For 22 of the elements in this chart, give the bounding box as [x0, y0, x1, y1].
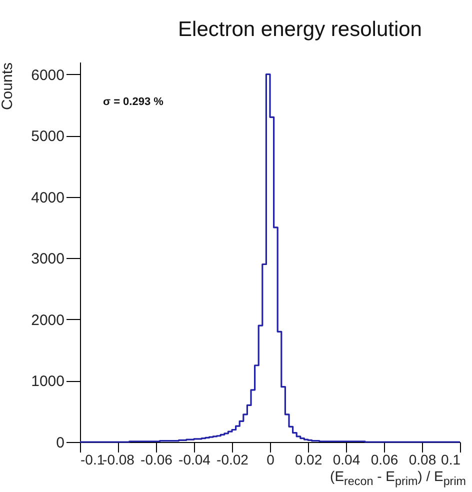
x-axis-title: (E$_{recon}$ - E$_{prim}$) / E$_{prim}$ — [330, 468, 466, 488]
x-tick-label: -0.1 — [80, 452, 105, 468]
x-tick-label: -0.04 — [178, 452, 211, 468]
y-tick-label: 5000 — [31, 128, 64, 146]
y-tick-label: 2000 — [31, 312, 64, 329]
x-tick-label: 0.02 — [294, 452, 322, 468]
x-tick-label: -0.02 — [216, 452, 249, 468]
x-tick-label: 0.04 — [332, 452, 360, 468]
y-tick-label: 4000 — [31, 189, 64, 206]
x-tick-label: 0.08 — [408, 452, 436, 468]
y-tick-label: 3000 — [31, 250, 64, 268]
y-axis-title: Counts — [0, 62, 16, 110]
x-tick-label: 0.1 — [441, 452, 461, 468]
x-tick-label: 0 — [266, 452, 275, 468]
annotation: σ = 0.293 % — [103, 96, 164, 108]
x-tick-label: -0.08 — [102, 452, 135, 468]
y-tick-label: 0 — [56, 434, 64, 452]
chart-title: Electron energy resolution — [178, 18, 422, 41]
x-tick-label: -0.06 — [140, 452, 173, 468]
y-tick-label: 6000 — [31, 66, 64, 84]
y-tick-label: 1000 — [31, 373, 64, 390]
x-tick-label: 0.06 — [370, 452, 398, 468]
